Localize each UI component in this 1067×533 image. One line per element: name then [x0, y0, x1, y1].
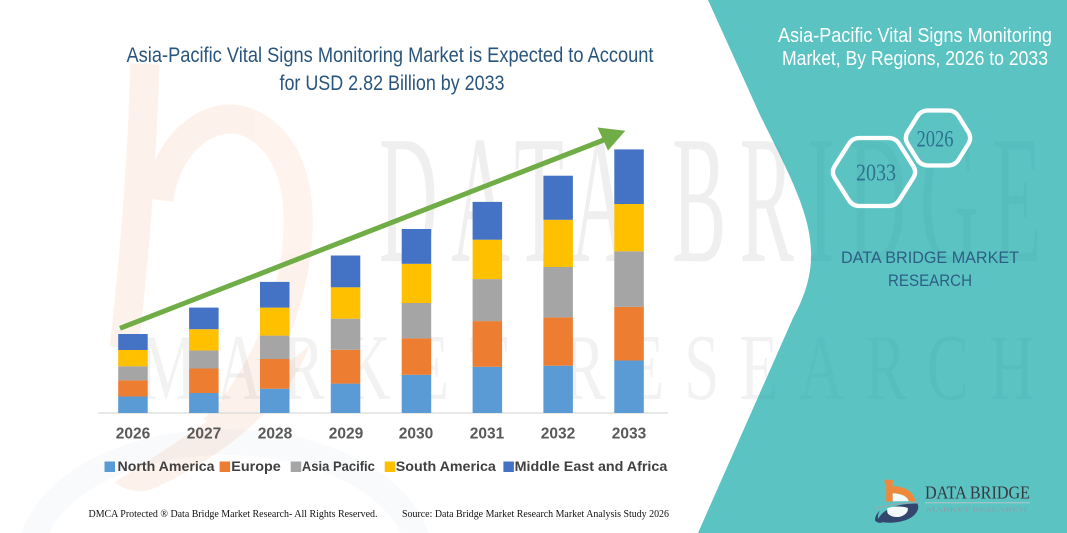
- svg-text:2027: 2027: [187, 426, 222, 443]
- svg-text:Source: Data Bridge Market Res: Source: Data Bridge Market Research Mark…: [402, 509, 669, 520]
- svg-text:MARKET RESEARCH: MARKET RESEARCH: [926, 506, 1027, 513]
- svg-text:2026: 2026: [116, 426, 151, 443]
- svg-text:2030: 2030: [399, 426, 434, 443]
- svg-text:Asia-Pacific Vital Signs Monit: Asia-Pacific Vital Signs Monitoring Mark…: [127, 44, 654, 67]
- svg-text:Asia Pacific: Asia Pacific: [302, 458, 375, 474]
- svg-text:2028: 2028: [258, 426, 293, 443]
- svg-text:2033: 2033: [612, 426, 647, 443]
- svg-text:Market, By Regions, 2026 to 20: Market, By Regions, 2026 to 2033: [782, 47, 1048, 70]
- svg-text:2031: 2031: [470, 426, 505, 443]
- svg-text:South America: South America: [396, 458, 496, 474]
- svg-text:Europe: Europe: [231, 458, 281, 474]
- svg-text:2033: 2033: [856, 161, 896, 187]
- svg-text:Middle East and Africa: Middle East and Africa: [515, 458, 668, 474]
- svg-text:North America: North America: [118, 458, 215, 474]
- svg-text:2026: 2026: [917, 126, 954, 151]
- svg-text:DATA BRIDGE: DATA BRIDGE: [925, 483, 1030, 503]
- svg-text:2032: 2032: [541, 426, 576, 443]
- svg-text:for USD 2.82 Billion by 2033: for USD 2.82 Billion by 2033: [280, 72, 505, 95]
- svg-text:RESEARCH: RESEARCH: [888, 271, 972, 290]
- svg-text:DATA BRIDGE MARKET: DATA BRIDGE MARKET: [841, 248, 1019, 267]
- svg-text:Asia-Pacific Vital Signs Monit: Asia-Pacific Vital Signs Monitoring: [778, 24, 1052, 47]
- svg-text:DMCA Protected ® Data Bridge M: DMCA Protected ® Data Bridge Market Rese…: [89, 509, 378, 520]
- svg-text:2029: 2029: [329, 426, 364, 443]
